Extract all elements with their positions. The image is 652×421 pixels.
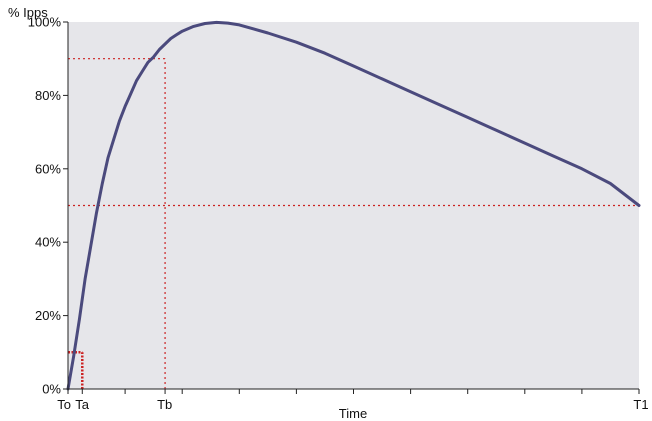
reference-lines (68, 58, 639, 389)
x-tick-label: To (57, 397, 71, 412)
series-line-1 (66, 20, 641, 391)
x-tick-label: Ta (75, 397, 90, 412)
x-tick-label: T1 (633, 397, 648, 412)
x-axis-ticks: To Ta Tb T1 (57, 389, 649, 412)
y-axis-ticks: 0% 20% 40% 60% 80% 100% (28, 15, 68, 397)
y-tick-label: 80% (35, 88, 61, 103)
x-axis-title: Time (339, 406, 367, 421)
y-tick-label: 100% (28, 15, 62, 30)
x-tick-label: Tb (157, 397, 172, 412)
y-axis-title: % Ipps (8, 5, 48, 20)
y-tick-label: 20% (35, 308, 61, 323)
y-tick-label: 40% (35, 235, 61, 250)
y-tick-label: 60% (35, 161, 61, 176)
y-tick-label: 0% (42, 382, 61, 397)
series-layer (66, 20, 641, 391)
